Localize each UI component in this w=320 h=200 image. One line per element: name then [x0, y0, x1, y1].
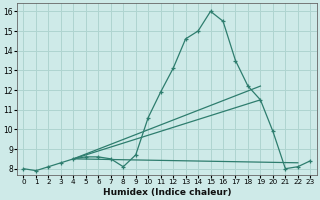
X-axis label: Humidex (Indice chaleur): Humidex (Indice chaleur) — [103, 188, 231, 197]
